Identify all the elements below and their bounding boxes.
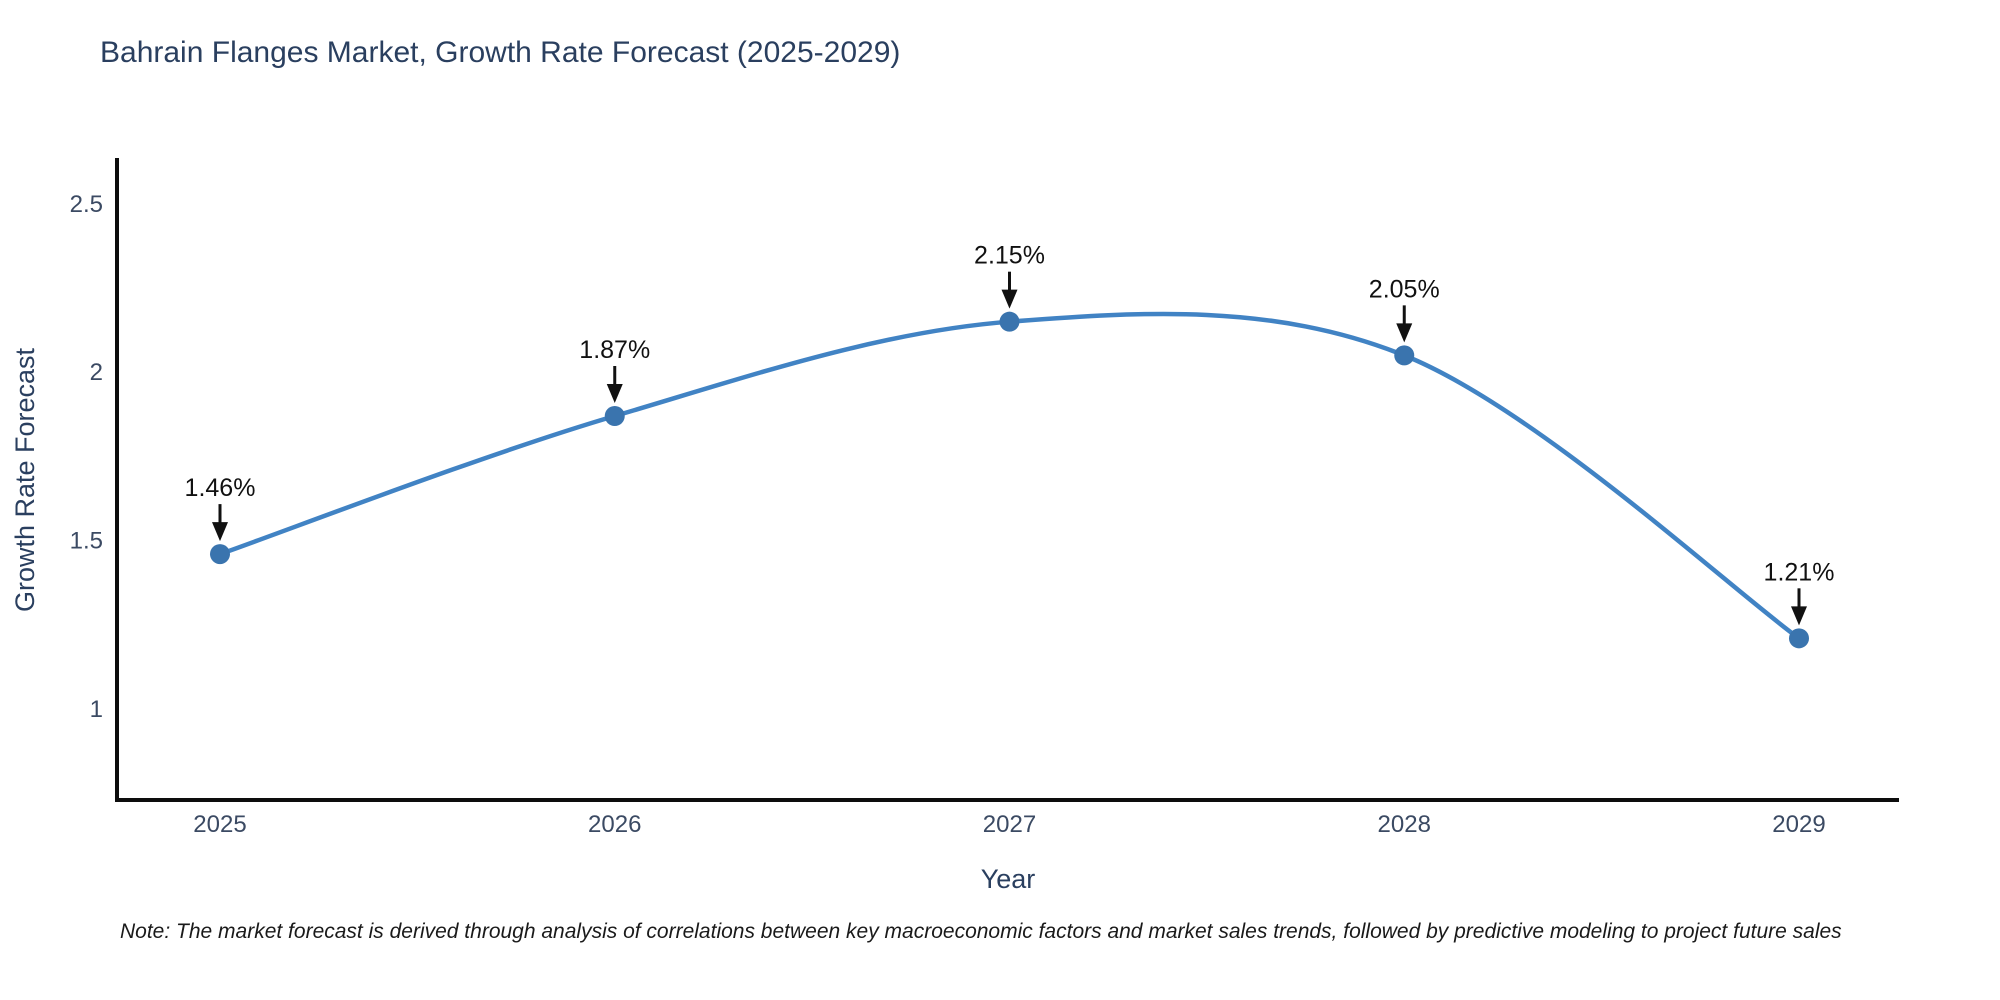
point-annotation-label: 1.87% xyxy=(579,336,650,364)
x-tick-label: 2025 xyxy=(193,811,246,838)
data-point-marker xyxy=(1789,628,1809,649)
x-axis-title: Year xyxy=(981,864,1036,894)
y-axis-title: Growth Rate Forecast xyxy=(10,347,40,612)
annotation-arrow-head xyxy=(1396,323,1413,343)
point-annotation-label: 2.15% xyxy=(974,242,1045,270)
annotation-arrow-head xyxy=(1001,289,1018,309)
data-point-marker xyxy=(210,544,230,565)
chart-title: Bahrain Flanges Market, Growth Rate Fore… xyxy=(100,36,901,69)
data-point-marker xyxy=(1394,345,1415,366)
y-tick-label: 2 xyxy=(90,359,103,386)
y-tick-label: 1 xyxy=(90,696,103,723)
data-point-marker xyxy=(604,406,625,426)
annotation-arrow-head xyxy=(1791,606,1807,626)
y-tick-label: 1.5 xyxy=(70,528,103,555)
point-annotation-label: 2.05% xyxy=(1369,275,1440,303)
point-annotation-label: 1.46% xyxy=(185,474,256,502)
data-point-marker xyxy=(999,311,1020,332)
x-tick-label: 2028 xyxy=(1378,811,1431,838)
point-annotation-label: 1.21% xyxy=(1764,558,1835,586)
annotation-arrow-head xyxy=(212,522,228,542)
growth-line xyxy=(217,311,1802,641)
y-tick-label: 2.5 xyxy=(70,191,103,218)
x-tick-label: 2027 xyxy=(983,811,1036,838)
x-tick-label: 2026 xyxy=(588,811,641,838)
footnote: Note: The market forecast is derived thr… xyxy=(120,920,1842,943)
annotation-arrow-head xyxy=(606,384,623,403)
x-tick-label: 2029 xyxy=(1772,811,1825,838)
